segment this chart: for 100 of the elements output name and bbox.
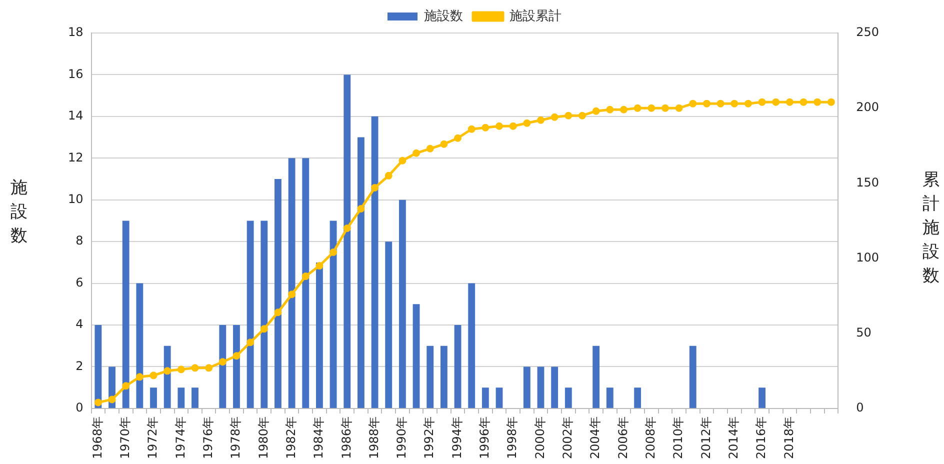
- x-tick-label: 1980年: [256, 416, 270, 460]
- bar: [288, 158, 296, 408]
- y2-tick-label: 50: [856, 325, 872, 340]
- point: [412, 149, 420, 157]
- x-tick-label: 1992年: [422, 416, 436, 460]
- bar: [233, 325, 240, 408]
- x-tick-label: 1974年: [173, 416, 188, 460]
- x-tick-label: 2010年: [671, 416, 686, 460]
- bar: [150, 388, 157, 408]
- point: [716, 100, 724, 108]
- y-tick-label: 10: [68, 192, 84, 206]
- point: [730, 100, 738, 108]
- point: [191, 364, 199, 372]
- x-tick-label: 1972年: [146, 416, 160, 460]
- bar: [136, 283, 144, 408]
- bar: [192, 388, 198, 408]
- x-tick-label: 2014年: [726, 416, 740, 460]
- y-tick-label: 18: [68, 25, 84, 40]
- point: [523, 119, 531, 127]
- point: [316, 262, 324, 270]
- x-tick-label: 1994年: [450, 416, 464, 460]
- y-tick-label: 14: [68, 108, 84, 123]
- x-tick-label: 2008年: [644, 416, 658, 460]
- point: [136, 373, 144, 381]
- bar: [551, 366, 558, 408]
- bar: [178, 388, 185, 408]
- x-tick-label: 2006年: [616, 416, 630, 460]
- bar: [606, 388, 614, 408]
- x-tick-label: 2016年: [754, 416, 768, 460]
- y-axis-title: 施設数: [10, 177, 28, 248]
- point: [440, 140, 448, 148]
- point: [689, 100, 697, 108]
- point: [814, 98, 822, 106]
- point: [800, 98, 808, 106]
- bar: [440, 346, 448, 408]
- bar: [164, 346, 171, 408]
- bar: [302, 158, 310, 408]
- bar: [260, 220, 268, 408]
- point: [634, 104, 642, 112]
- point: [260, 325, 268, 333]
- bar: [122, 220, 130, 408]
- point: [232, 352, 240, 360]
- bar: [426, 346, 434, 408]
- x-tick-label: 1978年: [228, 416, 243, 460]
- bar: [94, 325, 102, 408]
- bar: [246, 220, 254, 408]
- point: [454, 134, 462, 142]
- point: [509, 122, 517, 130]
- bar: [274, 179, 282, 408]
- point: [620, 106, 628, 114]
- point: [606, 106, 614, 114]
- point: [482, 124, 490, 132]
- point: [177, 366, 185, 374]
- point: [302, 272, 310, 280]
- bar: [689, 346, 696, 408]
- bar: [219, 325, 226, 408]
- point: [205, 364, 213, 372]
- point: [426, 144, 434, 152]
- point: [550, 113, 558, 121]
- y-tick-label: 8: [76, 234, 84, 248]
- point: [357, 204, 365, 212]
- y-tick-label: 12: [68, 150, 84, 164]
- x-tick-label: 2000年: [532, 416, 547, 460]
- x-tick-label: 1988年: [366, 416, 381, 460]
- x-tick-label: 1986年: [339, 416, 354, 460]
- point: [274, 308, 282, 316]
- point: [246, 338, 254, 346]
- bar: [592, 346, 600, 408]
- bar: [634, 388, 642, 408]
- point: [330, 248, 338, 256]
- x-tick-label: 1984年: [312, 416, 326, 460]
- y2-tick-label: 250: [856, 25, 879, 40]
- bar: [523, 366, 530, 408]
- bar: [482, 388, 489, 408]
- point: [648, 104, 656, 112]
- point: [122, 382, 130, 390]
- point: [218, 358, 226, 366]
- bar: [454, 325, 462, 408]
- legend-label: 施設数: [424, 8, 463, 24]
- point: [384, 172, 392, 180]
- bar: [496, 388, 503, 408]
- point: [758, 98, 766, 106]
- x-tick-label: 1970年: [118, 416, 132, 460]
- point: [702, 100, 710, 108]
- bar: [385, 242, 392, 408]
- bar: [468, 283, 476, 408]
- x-tick-label: 1990年: [394, 416, 409, 460]
- x-tick-label: 2002年: [560, 416, 575, 460]
- point: [772, 98, 780, 106]
- bar: [398, 200, 406, 408]
- y-tick-label: 4: [76, 317, 84, 332]
- x-tick-label: 2012年: [698, 416, 713, 460]
- y2-tick-label: 100: [856, 250, 879, 264]
- bar: [537, 366, 544, 408]
- point: [592, 107, 600, 115]
- y2-tick-label: 0: [856, 400, 864, 415]
- x-tick-label: 1996年: [478, 416, 492, 460]
- y2-axis-title: 累計施設数: [922, 169, 940, 288]
- point: [288, 290, 296, 298]
- x-tick-label: 1982年: [284, 416, 298, 460]
